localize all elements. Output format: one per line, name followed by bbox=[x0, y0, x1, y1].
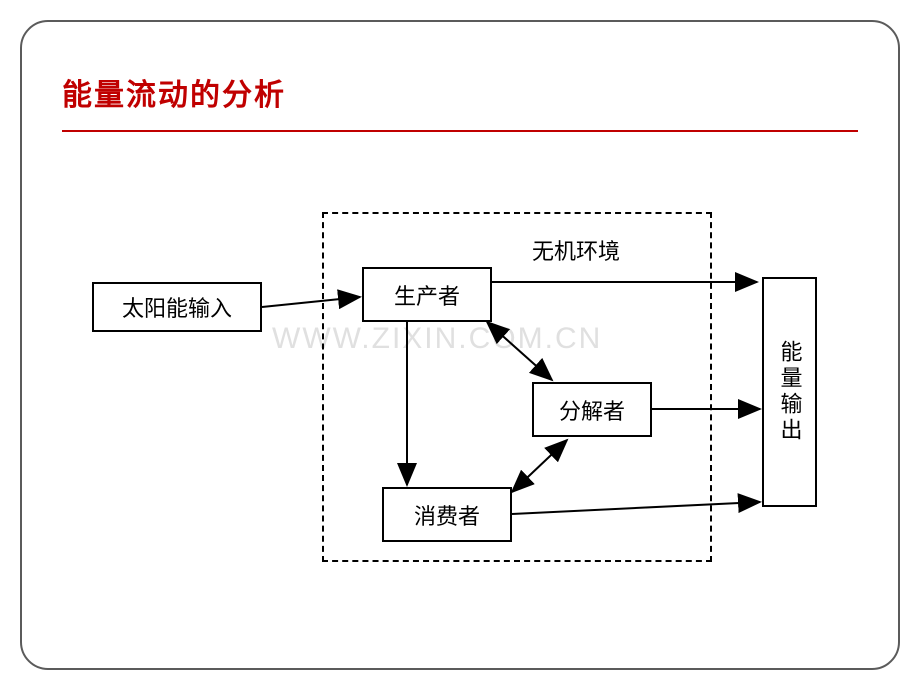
energy-flow-diagram: 无机环境 太阳能输入 生产者 分解者 消费者 能量输出 bbox=[92, 212, 852, 572]
arrow-consumer-to-decomposer bbox=[512, 440, 567, 492]
arrow-sun-to-producer bbox=[262, 297, 360, 307]
diagram-arrows bbox=[92, 212, 852, 572]
arrow-producer-to-decomposer bbox=[487, 322, 552, 380]
title-underline bbox=[62, 130, 858, 132]
slide-frame: 能量流动的分析 WWW.ZIXIN.COM.CN 无机环境 太阳能输入 生产者 … bbox=[20, 20, 900, 670]
slide: 能量流动的分析 WWW.ZIXIN.COM.CN 无机环境 太阳能输入 生产者 … bbox=[0, 0, 920, 690]
arrow-consumer-to-output bbox=[512, 502, 760, 514]
slide-title: 能量流动的分析 bbox=[62, 70, 286, 114]
